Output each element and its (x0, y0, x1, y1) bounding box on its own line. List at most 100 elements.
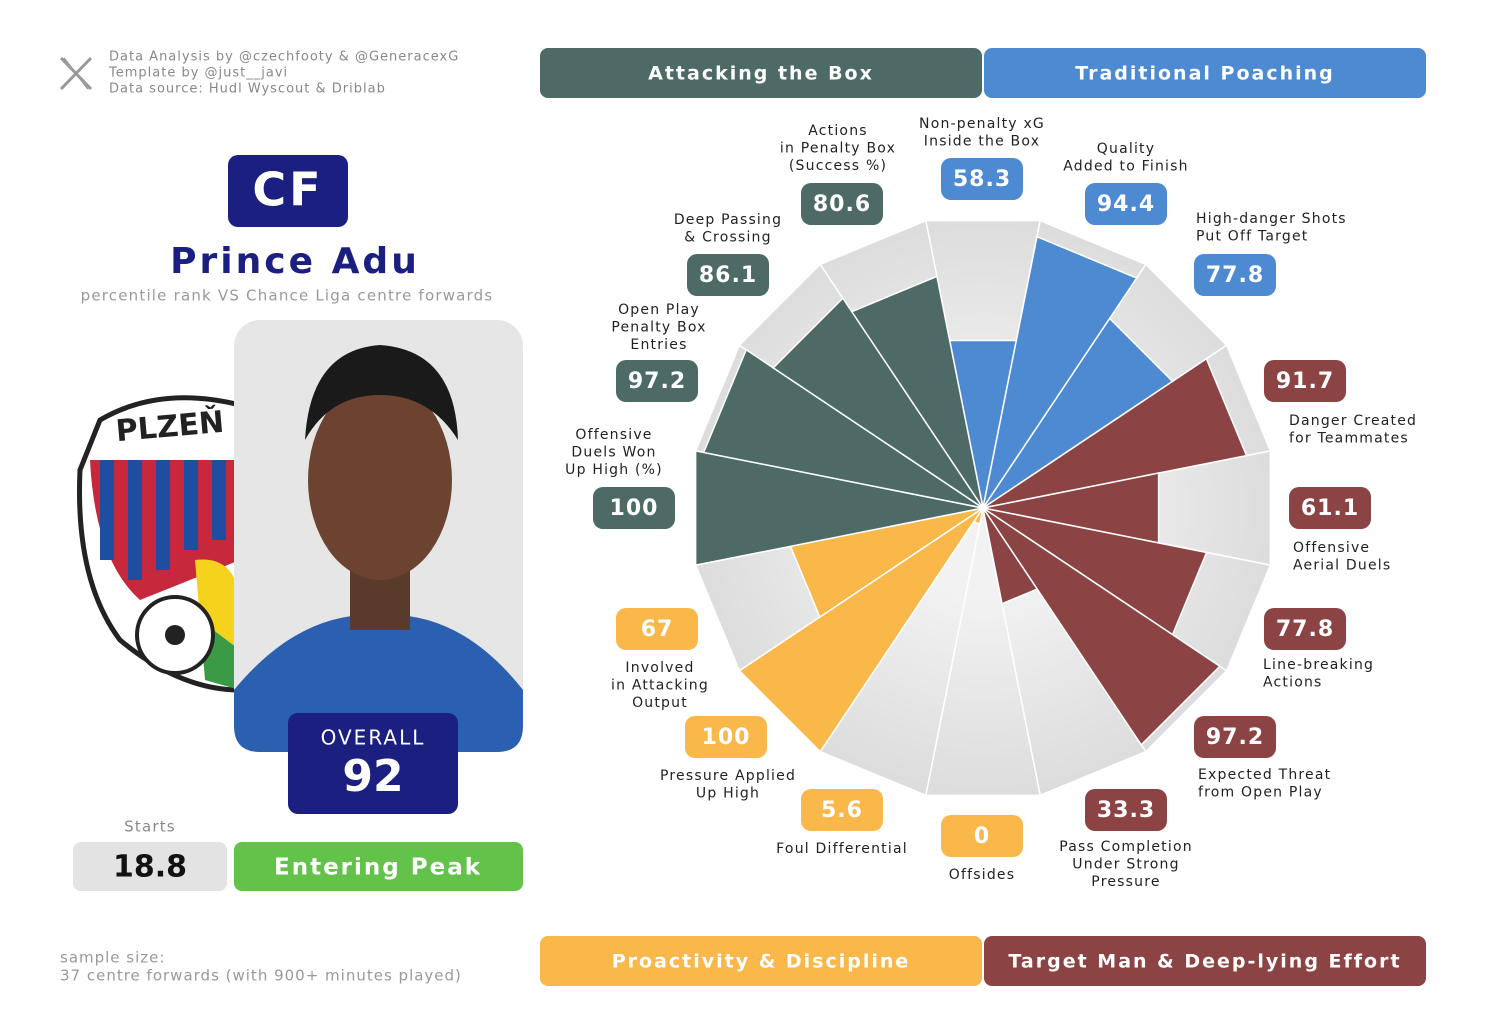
value-box (1264, 360, 1346, 402)
player-silhouette (234, 345, 523, 752)
category-label: Danger Created (1289, 413, 1417, 429)
stage-box (234, 842, 523, 891)
starts-value: 18.8 (113, 850, 187, 885)
value-label: 86.1 (699, 263, 757, 288)
value-box (1289, 487, 1371, 529)
value-box (1085, 789, 1167, 831)
category-label: Expected Threat (1198, 767, 1331, 783)
value-box (941, 815, 1023, 857)
category-label: Offsides (949, 867, 1015, 883)
category-label: Non-penalty xG (919, 116, 1045, 132)
category-label: Aerial Duels (1293, 558, 1391, 574)
category-label: Actions (1263, 675, 1323, 691)
value-label: 77.8 (1206, 263, 1264, 288)
category-label: Duels Won (571, 445, 656, 461)
bar (982, 507, 1039, 605)
category-label: Added to Finish (1063, 159, 1188, 175)
value-label: 100 (610, 496, 659, 521)
category-label: Offensive (575, 427, 652, 443)
value-label: 80.6 (813, 192, 871, 217)
group-title: Proactivity & Discipline (612, 951, 911, 973)
category-label: Pressure Applied (660, 768, 796, 784)
x-logo (59, 56, 93, 91)
group-header (984, 936, 1426, 986)
category-label: & Crossing (684, 230, 771, 246)
category-label: Output (632, 695, 688, 711)
value-box (1085, 183, 1167, 225)
value-label: 58.3 (953, 167, 1011, 192)
category-label: from Open Play (1198, 785, 1323, 801)
category-label: in Attacking (611, 678, 709, 694)
value-label: 67 (641, 617, 674, 642)
starts-box (73, 842, 227, 891)
value-label: 77.8 (1276, 617, 1334, 642)
category-label: Inside the Box (924, 134, 1040, 150)
category-label: for Teammates (1289, 431, 1409, 447)
category-label: Put Off Target (1196, 229, 1308, 245)
value-box (941, 158, 1023, 200)
value-box (685, 716, 767, 758)
position: CF (252, 163, 323, 217)
category-label: Foul Differential (776, 841, 908, 857)
bar (982, 507, 1221, 746)
value-box (616, 608, 698, 650)
value-label: 94.4 (1097, 192, 1155, 217)
footer: 37 centre forwards (with 900+ minutes pl… (60, 967, 462, 985)
footer: sample size: (60, 949, 165, 967)
category-label: Entries (630, 337, 687, 353)
category-label: Under Strong (1072, 857, 1179, 873)
value-label: 100 (702, 725, 751, 750)
value-box (687, 254, 769, 296)
credit: Template by @just__javi (108, 66, 288, 81)
player-name: Prince Adu (170, 241, 420, 282)
value-box (801, 789, 883, 831)
category-label: (Success %) (789, 158, 887, 174)
group-title: Target Man & Deep-lying Effort (1008, 951, 1401, 973)
pizza-chart: Attacking the Box Traditional Poaching Pro… (540, 48, 1426, 986)
category-label: Pressure (1091, 874, 1160, 890)
group-title: Traditional Poaching (1075, 63, 1335, 85)
category-label: in Penalty Box (780, 141, 896, 157)
category-label: High-danger Shots (1196, 211, 1347, 227)
category-label: Up High (%) (565, 462, 663, 478)
category-label: Offensive (1293, 540, 1370, 556)
value-label: 0 (974, 824, 990, 849)
credit: Data source: Hudl Wyscout & Driblab (109, 82, 386, 97)
value-label: 97.2 (628, 369, 686, 394)
stage: Entering Peak (274, 855, 482, 881)
position-badge (228, 155, 348, 227)
overall-badge (288, 713, 458, 814)
value-box (1194, 716, 1276, 758)
category-label: Quality (1097, 141, 1155, 157)
value-label: 61.1 (1301, 496, 1359, 521)
bar (850, 275, 984, 509)
starts-label: Starts (124, 818, 176, 836)
value-box (1194, 254, 1276, 296)
subtitle: percentile rank VS Chance Liga centre fo… (81, 287, 494, 305)
credit: Data Analysis by @czechfooty & @Generace… (109, 50, 459, 65)
category-label: Penalty Box (611, 320, 706, 336)
group-header (540, 48, 982, 98)
group-title: Attacking the Box (648, 63, 874, 85)
value-box (1264, 608, 1346, 650)
overall-label: OVERALL (321, 726, 426, 750)
value-box (616, 360, 698, 402)
value-box (593, 487, 675, 529)
club-crest: PLZEŇ (77, 395, 243, 693)
group-header (540, 936, 982, 986)
category-label: Open Play (618, 302, 700, 318)
value-label: 33.3 (1097, 798, 1155, 823)
value-label: 97.2 (1206, 725, 1264, 750)
category-label: Line-breaking (1263, 657, 1374, 673)
value-box (801, 183, 883, 225)
category-label: Actions (808, 123, 868, 139)
category-label: Involved (625, 660, 694, 676)
value-label: 91.7 (1276, 369, 1334, 394)
value-label: 5.6 (821, 798, 863, 823)
category-label: Deep Passing (674, 212, 782, 228)
category-label: Up High (696, 786, 760, 802)
overall-value: 92 (342, 751, 403, 802)
group-header (984, 48, 1426, 98)
category-label: Pass Completion (1059, 839, 1193, 855)
